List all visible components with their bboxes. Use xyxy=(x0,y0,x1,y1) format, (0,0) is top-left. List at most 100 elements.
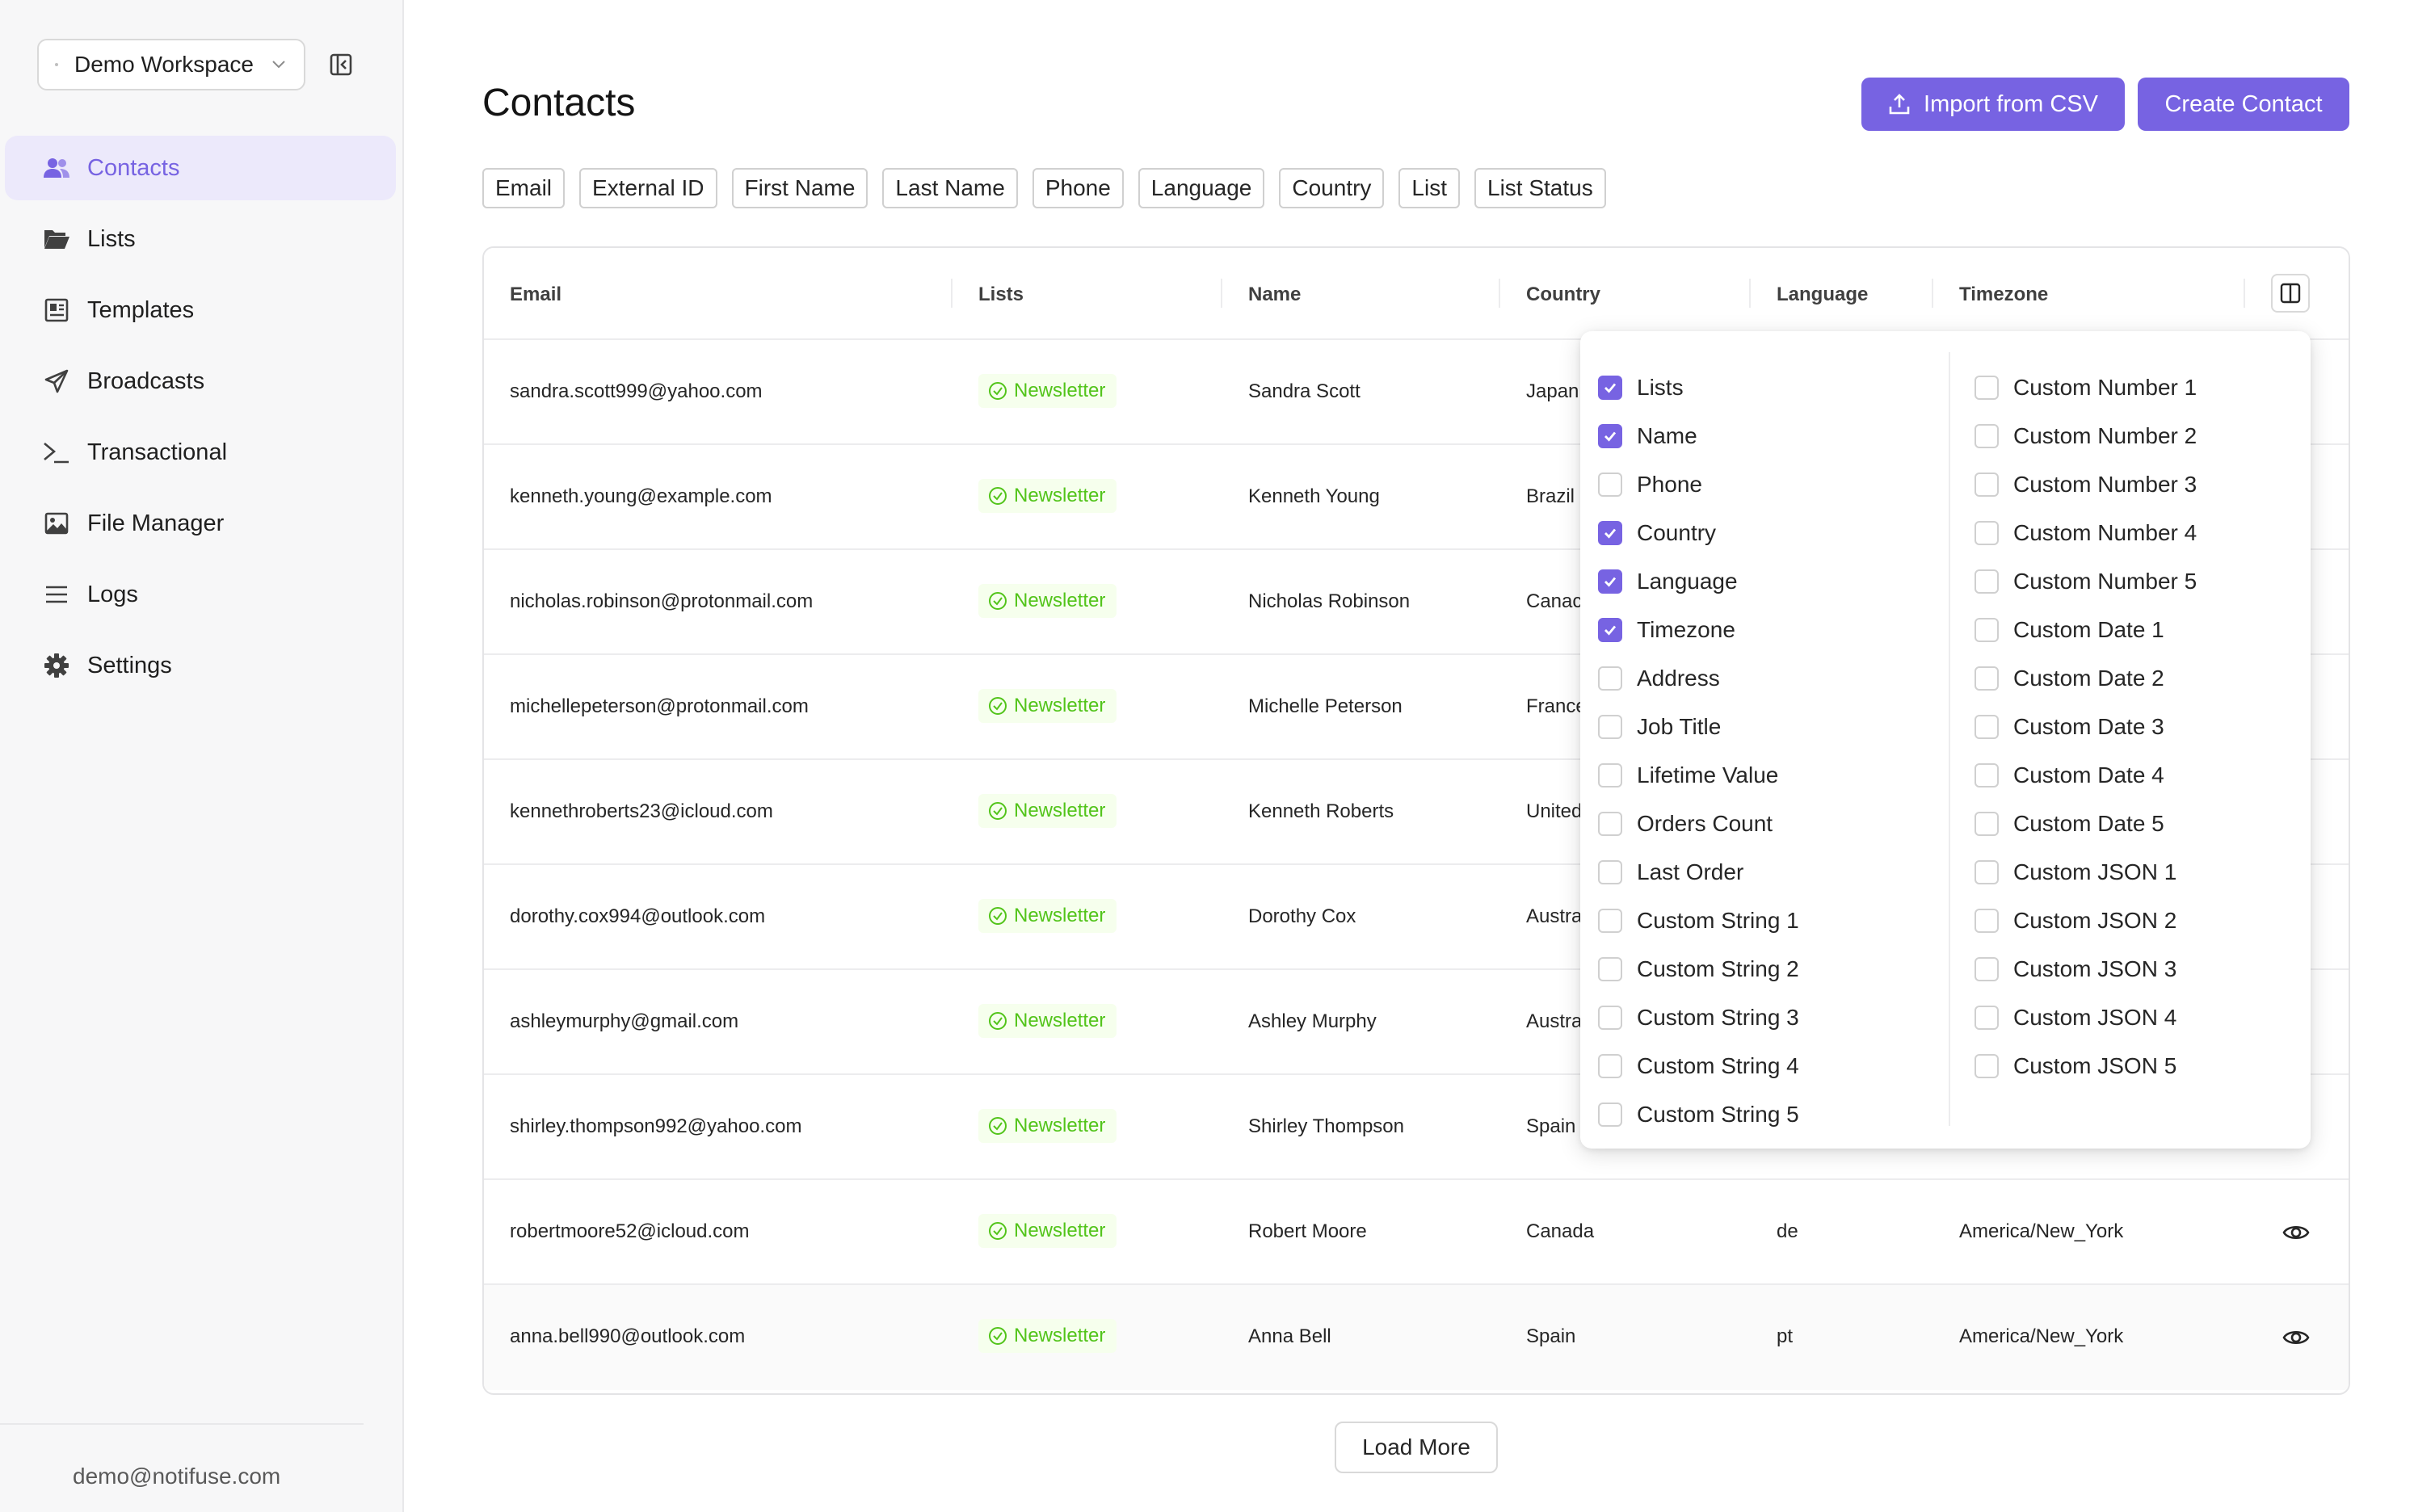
checkbox[interactable] xyxy=(1598,909,1622,933)
checkbox[interactable] xyxy=(1975,424,1999,448)
column-option-custom-string-2[interactable]: Custom String 2 xyxy=(1598,945,1799,993)
filter-chip-external-id[interactable]: External ID xyxy=(579,168,717,208)
checkbox[interactable] xyxy=(1598,812,1622,836)
column-option-name[interactable]: Name xyxy=(1598,412,1799,460)
sidebar-item-logs[interactable]: Logs xyxy=(5,562,396,627)
column-option-custom-number-1[interactable]: Custom Number 1 xyxy=(1975,363,2197,412)
import-csv-button[interactable]: Import from CSV xyxy=(1861,78,2125,131)
view-eye-icon[interactable] xyxy=(2282,1325,2310,1350)
checkbox[interactable] xyxy=(1975,957,1999,981)
table-row[interactable]: ashleymurphy@gmail.com Newsletter Ashley… xyxy=(484,970,2349,1075)
checkbox[interactable] xyxy=(1598,424,1622,448)
column-option-custom-date-1[interactable]: Custom Date 1 xyxy=(1975,606,2197,654)
column-header-name[interactable]: Name xyxy=(1248,284,1302,305)
table-row[interactable]: michellepeterson@protonmail.com Newslett… xyxy=(484,655,2349,760)
checkbox[interactable] xyxy=(1975,376,1999,400)
column-option-custom-string-1[interactable]: Custom String 1 xyxy=(1598,897,1799,945)
column-option-custom-number-3[interactable]: Custom Number 3 xyxy=(1975,460,2197,509)
column-option-timezone[interactable]: Timezone xyxy=(1598,606,1799,654)
table-row[interactable]: robertmoore52@icloud.com Newsletter Robe… xyxy=(484,1180,2349,1285)
column-header-language[interactable]: Language xyxy=(1777,284,1869,305)
table-row[interactable]: nicholas.robinson@protonmail.com Newslet… xyxy=(484,550,2349,655)
table-row[interactable]: sandra.scott999@yahoo.com Newsletter San… xyxy=(484,340,2349,445)
column-option-lists[interactable]: Lists xyxy=(1598,363,1799,412)
sidebar-item-settings[interactable]: Settings xyxy=(5,633,396,698)
filter-chip-country[interactable]: Country xyxy=(1279,168,1385,208)
column-option-custom-number-5[interactable]: Custom Number 5 xyxy=(1975,557,2197,606)
checkbox[interactable] xyxy=(1975,860,1999,884)
table-row[interactable]: anna.bell990@outlook.com Newsletter Anna… xyxy=(484,1285,2349,1390)
filter-chip-language[interactable]: Language xyxy=(1138,168,1265,208)
column-option-custom-number-2[interactable]: Custom Number 2 xyxy=(1975,412,2197,460)
column-option-custom-date-2[interactable]: Custom Date 2 xyxy=(1975,654,2197,703)
filter-chip-email[interactable]: Email xyxy=(482,168,566,208)
column-option-custom-date-3[interactable]: Custom Date 3 xyxy=(1975,703,2197,751)
checkbox[interactable] xyxy=(1975,666,1999,691)
checkbox[interactable] xyxy=(1975,909,1999,933)
workspace-select[interactable]: Demo Workspace xyxy=(37,39,305,90)
table-row[interactable]: kenneth.young@example.com Newsletter Ken… xyxy=(484,445,2349,550)
checkbox[interactable] xyxy=(1598,472,1622,497)
column-option-custom-number-4[interactable]: Custom Number 4 xyxy=(1975,509,2197,557)
checkbox[interactable] xyxy=(1598,618,1622,642)
column-option-address[interactable]: Address xyxy=(1598,654,1799,703)
checkbox[interactable] xyxy=(1975,1054,1999,1078)
column-option-orders-count[interactable]: Orders Count xyxy=(1598,800,1799,848)
user-email[interactable]: demo@notifuse.com xyxy=(73,1464,281,1489)
column-option-custom-string-5[interactable]: Custom String 5 xyxy=(1598,1090,1799,1139)
checkbox[interactable] xyxy=(1975,1006,1999,1030)
column-option-custom-json-4[interactable]: Custom JSON 4 xyxy=(1975,993,2197,1042)
column-option-custom-json-1[interactable]: Custom JSON 1 xyxy=(1975,848,2197,897)
checkbox[interactable] xyxy=(1598,957,1622,981)
sidebar-collapse-icon[interactable] xyxy=(328,52,354,78)
column-settings-button[interactable] xyxy=(2271,274,2310,313)
column-option-custom-date-5[interactable]: Custom Date 5 xyxy=(1975,800,2197,848)
checkbox[interactable] xyxy=(1598,569,1622,594)
checkbox[interactable] xyxy=(1598,521,1622,545)
column-option-custom-json-2[interactable]: Custom JSON 2 xyxy=(1975,897,2197,945)
column-option-custom-json-5[interactable]: Custom JSON 5 xyxy=(1975,1042,2197,1090)
sidebar-item-file-manager[interactable]: File Manager xyxy=(5,491,396,556)
column-option-country[interactable]: Country xyxy=(1598,509,1799,557)
column-option-language[interactable]: Language xyxy=(1598,557,1799,606)
checkbox[interactable] xyxy=(1598,1006,1622,1030)
column-option-lifetime-value[interactable]: Lifetime Value xyxy=(1598,751,1799,800)
checkbox[interactable] xyxy=(1598,1102,1622,1127)
column-option-custom-json-3[interactable]: Custom JSON 3 xyxy=(1975,945,2197,993)
column-option-job-title[interactable]: Job Title xyxy=(1598,703,1799,751)
checkbox[interactable] xyxy=(1975,812,1999,836)
column-option-custom-string-4[interactable]: Custom String 4 xyxy=(1598,1042,1799,1090)
checkbox[interactable] xyxy=(1975,521,1999,545)
checkbox[interactable] xyxy=(1598,376,1622,400)
table-row[interactable]: dorothy.cox994@outlook.com Newsletter Do… xyxy=(484,865,2349,970)
column-option-phone[interactable]: Phone xyxy=(1598,460,1799,509)
filter-chip-list[interactable]: List xyxy=(1398,168,1460,208)
checkbox[interactable] xyxy=(1975,569,1999,594)
checkbox[interactable] xyxy=(1598,666,1622,691)
filter-chip-first-name[interactable]: First Name xyxy=(731,168,868,208)
filter-chip-list-status[interactable]: List Status xyxy=(1474,168,1606,208)
sidebar-item-broadcasts[interactable]: Broadcasts xyxy=(5,349,396,414)
checkbox[interactable] xyxy=(1598,763,1622,788)
table-row[interactable]: kennethroberts23@icloud.com Newsletter K… xyxy=(484,760,2349,865)
table-row[interactable]: shirley.thompson992@yahoo.com Newsletter… xyxy=(484,1075,2349,1180)
checkbox[interactable] xyxy=(1975,618,1999,642)
sidebar-item-lists[interactable]: Lists xyxy=(5,207,396,271)
column-header-country[interactable]: Country xyxy=(1526,284,1600,305)
checkbox[interactable] xyxy=(1598,1054,1622,1078)
column-header-lists[interactable]: Lists xyxy=(978,284,1024,305)
view-eye-icon[interactable] xyxy=(2282,1220,2310,1245)
checkbox[interactable] xyxy=(1975,715,1999,739)
sidebar-item-transactional[interactable]: Transactional xyxy=(5,420,396,485)
sidebar-item-templates[interactable]: Templates xyxy=(5,278,396,342)
checkbox[interactable] xyxy=(1975,472,1999,497)
column-option-custom-date-4[interactable]: Custom Date 4 xyxy=(1975,751,2197,800)
column-option-custom-string-3[interactable]: Custom String 3 xyxy=(1598,993,1799,1042)
filter-chip-phone[interactable]: Phone xyxy=(1032,168,1124,208)
checkbox[interactable] xyxy=(1598,715,1622,739)
filter-chip-last-name[interactable]: Last Name xyxy=(882,168,1018,208)
load-more-button[interactable]: Load More xyxy=(1335,1422,1498,1473)
checkbox[interactable] xyxy=(1975,763,1999,788)
create-contact-button[interactable]: Create Contact xyxy=(2138,78,2349,131)
column-header-timezone[interactable]: Timezone xyxy=(1959,284,2049,305)
